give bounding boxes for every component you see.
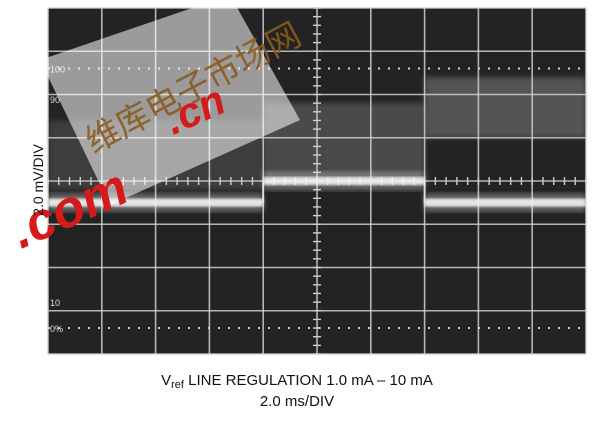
caption-v: V xyxy=(161,372,172,389)
trace-segment xyxy=(263,177,425,185)
graticule-label: 0% xyxy=(50,324,63,334)
caption-subscript: ref xyxy=(171,379,184,391)
haze-band-right xyxy=(424,77,586,138)
watermark-band xyxy=(40,0,300,205)
y-axis-label: 2.0 mV/DIV xyxy=(30,144,46,216)
trace-segment xyxy=(48,198,264,207)
graticule-label: 90 xyxy=(50,95,60,105)
caption-line-2: 2.0 ms/DIV xyxy=(259,393,335,410)
caption-title: LINE REGULATION 1.0 mA – 10 mA xyxy=(183,372,433,389)
oscilloscope-figure: 10090100% 维库电子市场网.com.cn 2.0 mV/DIV xyxy=(2,0,587,355)
caption-line-1: Vref LINE REGULATION 1.0 mA – 10 mA xyxy=(0,372,594,391)
trace xyxy=(48,172,586,212)
trace-segment xyxy=(424,198,586,207)
graticule-label: 10 xyxy=(50,298,60,308)
oscilloscope-screen: 10090100% 维库电子市场网.com.cn xyxy=(2,0,587,355)
